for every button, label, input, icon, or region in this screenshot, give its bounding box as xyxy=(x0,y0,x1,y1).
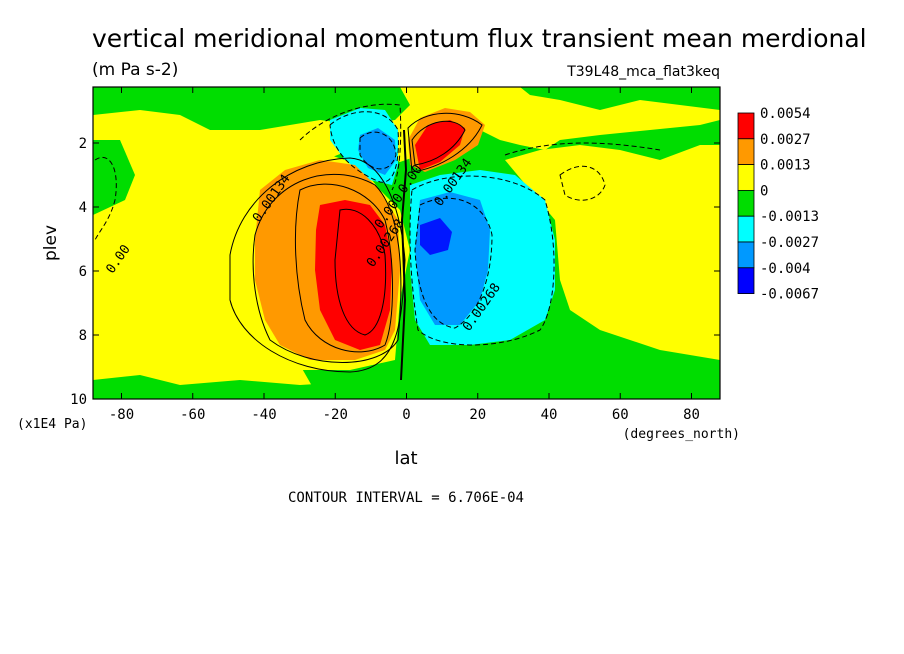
legend-swatch xyxy=(737,164,755,191)
y-tick-label: 6 xyxy=(79,264,87,280)
dataset-label: T39L48_mca_flat3keq xyxy=(566,64,720,80)
x-tick-label: 40 xyxy=(541,407,558,423)
region-green-bottom xyxy=(93,372,720,399)
x-tick-label: 0 xyxy=(402,407,410,423)
region-green-top xyxy=(93,87,410,130)
legend-label: 0.0054 xyxy=(760,106,811,122)
x-tick-label: -80 xyxy=(109,407,134,423)
x-tick-label: 20 xyxy=(469,407,486,423)
legend-label: 0.0013 xyxy=(760,158,811,174)
legend-label: -0.0027 xyxy=(760,235,819,251)
chart-units: (m Pa s-2) xyxy=(92,60,178,80)
y-units: (x1E4 Pa) xyxy=(17,417,87,432)
x-tick-label: -40 xyxy=(251,407,276,423)
y-tick-label: 8 xyxy=(79,328,87,344)
legend-swatch xyxy=(737,267,755,294)
y-axis-label: plev xyxy=(41,225,61,261)
color-legend: 0.0054 0.0027 0.0013 0 -0.0013 -0.0027 -0.004 -… xyxy=(737,106,819,303)
x-tick-label: 60 xyxy=(612,407,629,423)
region-green-left-edge xyxy=(93,140,135,215)
zero-contour xyxy=(400,129,408,381)
x-tick-label: -20 xyxy=(323,407,348,423)
region-yellow-right xyxy=(505,145,720,360)
region-red-south xyxy=(315,200,392,350)
x-axis-label: lat xyxy=(394,448,417,469)
plot-area xyxy=(93,87,720,399)
y-axis: 2 4 6 8 10 xyxy=(70,136,720,408)
x-tick-label: -60 xyxy=(180,407,205,423)
legend-swatch xyxy=(737,138,755,166)
chart-title: vertical meridional momentum flux transi… xyxy=(92,24,867,53)
x-units: (degrees_north) xyxy=(623,427,740,442)
contour-interval-note: CONTOUR INTERVAL = 6.706E-04 xyxy=(288,490,524,506)
legend-swatch xyxy=(737,215,755,243)
region-blue-top xyxy=(358,128,396,175)
legend-label: -0.004 xyxy=(760,261,811,277)
y-tick-label: 2 xyxy=(79,136,87,152)
legend-swatch xyxy=(737,112,755,140)
contour-lines-negative xyxy=(94,103,661,346)
legend-label: -0.0013 xyxy=(760,209,819,225)
x-axis: -80 -60 -40 -20 0 20 40 60 80 xyxy=(109,87,700,423)
region-darkblue-north xyxy=(420,218,452,255)
y-tick-label: 10 xyxy=(70,392,87,408)
contour-lines xyxy=(229,112,483,373)
region-green-top-right xyxy=(520,87,720,110)
x-tick-label: 80 xyxy=(683,407,700,423)
legend-label: 0.0027 xyxy=(760,132,811,148)
legend-label: -0.0067 xyxy=(760,287,819,303)
legend-label: 0 xyxy=(760,183,768,199)
region-red-top xyxy=(415,120,465,170)
legend-swatch xyxy=(737,241,755,269)
legend-swatch xyxy=(737,189,755,217)
y-tick-label: 4 xyxy=(79,200,87,216)
